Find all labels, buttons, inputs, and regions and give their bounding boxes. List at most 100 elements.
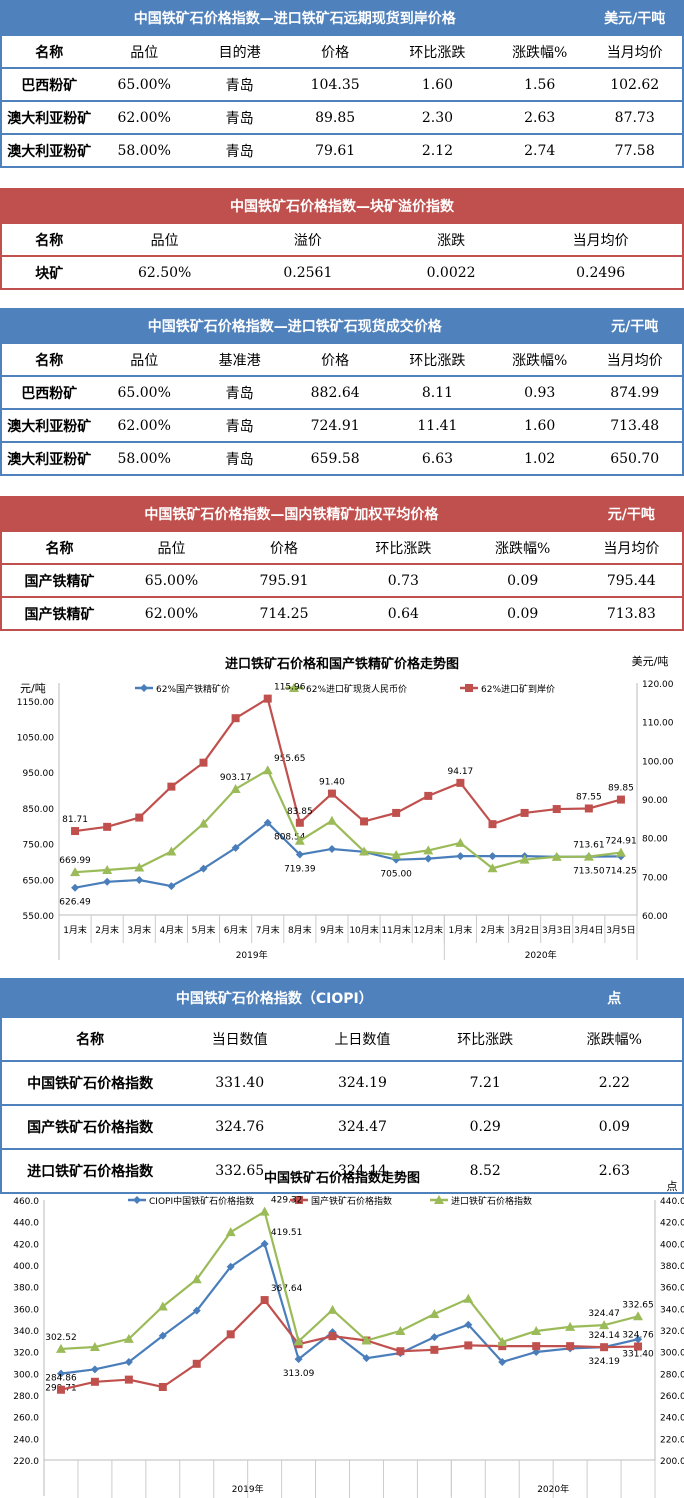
row-name: 中国铁矿石价格指数 (1, 1060, 179, 1105)
data-point (488, 852, 497, 861)
cell-value: 713.83 (580, 596, 683, 630)
series-line (74, 821, 621, 889)
data-point (497, 1336, 508, 1346)
cell-value: 0.73 (341, 563, 465, 597)
cell-value: 青岛 (191, 67, 288, 101)
cell-value: 874.99 (587, 375, 683, 409)
column-header: 当日数值 (178, 1016, 302, 1061)
cell-value: 11.41 (382, 408, 492, 442)
column-header: 价格 (287, 342, 383, 376)
data-point (551, 851, 562, 861)
data-point (90, 1377, 99, 1386)
column-header: 名称 (1, 342, 97, 376)
y2-tick-label: 240.0 (660, 1414, 684, 1424)
x-tick-label: 3月4日 (574, 925, 603, 936)
data-point (225, 1227, 236, 1237)
data-label: 714.25 (605, 866, 637, 876)
cell-value: 58.00% (96, 441, 192, 475)
data-point (259, 1206, 270, 1216)
data-point (191, 1274, 202, 1284)
data-label: 429.32 (271, 1196, 303, 1206)
x-tick-label: 9月末 (320, 924, 344, 936)
data-label: 324.14 (588, 1331, 620, 1341)
data-point (326, 815, 337, 825)
table-row: 澳大利亚粉矿 58.00% 青岛 79.61 2.12 2.74 77.58 (1, 133, 683, 167)
legend-marker (289, 683, 299, 692)
cell-value: 79.61 (287, 133, 383, 167)
y-tick-label: 1050.00 (17, 734, 54, 744)
cell-value: 102.62 (587, 67, 683, 101)
legend-entry: 62%进口矿现货人民币价 (306, 683, 407, 695)
cell-value: 77.58 (587, 133, 683, 167)
column-header: 名称 (1, 1016, 179, 1061)
data-label: 419.51 (271, 1228, 303, 1238)
y-tick-label: 380.0 (13, 1284, 39, 1294)
cell-value: 7.21 (423, 1060, 547, 1105)
cell-value: 724.91 (287, 408, 383, 442)
cell-value: 青岛 (191, 100, 288, 134)
data-label: 302.52 (45, 1333, 77, 1343)
data-point (56, 1369, 65, 1378)
data-point (103, 822, 112, 831)
data-point (519, 854, 530, 864)
y2-tick-label: 340.0 (660, 1305, 684, 1315)
cell-value: 青岛 (191, 375, 288, 409)
data-label: 81.71 (62, 815, 88, 825)
table2-price-table: 中国铁矿石价格指数—块矿溢价指数 名称 品位 溢价 涨跌 当月均价 块矿 62.50% 0.25… (0, 188, 684, 290)
data-point (487, 863, 498, 873)
data-point (135, 813, 144, 822)
y2-tick-label: 200.0 (660, 1457, 684, 1467)
year-group-label: 2019年 (236, 949, 268, 961)
cell-value: 0.0022 (382, 255, 520, 289)
data-point (260, 1239, 269, 1248)
data-label: 903.17 (220, 773, 252, 783)
x-tick-label: 10月末 (349, 924, 378, 936)
table-row: 中国铁矿石价格指数 331.40 324.19 7.21 2.22 (1, 1060, 683, 1105)
data-point (391, 850, 402, 860)
y2-tick-label: 360.0 (660, 1284, 684, 1294)
y2-tick-label: 110.00 (642, 719, 674, 729)
data-point (429, 1308, 440, 1318)
legend-marker (465, 684, 473, 692)
y-tick-label: 280.0 (13, 1392, 39, 1402)
cell-value: 89.85 (287, 100, 383, 134)
y-tick-label: 650.00 (23, 876, 55, 886)
column-header: 名称 (1, 34, 97, 68)
table5-price-table: 中国铁矿石价格指数（CIOPI）点名称 当日数值 上日数值 环比涨跌 涨跌幅% 中国铁矿石… (0, 978, 684, 1194)
cell-value: 104.35 (287, 67, 383, 101)
data-point (616, 795, 625, 804)
cell-value: 2.30 (382, 100, 492, 134)
cell-value: 0.09 (464, 563, 581, 597)
cell-value: 0.93 (491, 375, 588, 409)
row-name: 澳大利亚粉矿 (1, 133, 97, 167)
y-tick-label: 360.0 (13, 1305, 39, 1315)
unit-label: 点 (546, 979, 683, 1017)
series-1: 669.99 903.17 955.65 713.61 724.91 (59, 754, 637, 877)
data-point (71, 827, 80, 836)
column-header: 品位 (96, 342, 192, 376)
data-point (362, 1354, 371, 1363)
data-label: 955.65 (274, 754, 306, 764)
data-point (226, 1262, 235, 1271)
y-tick-label: 240.0 (13, 1435, 39, 1445)
table-row: 国产铁精矿 65.00% 795.91 0.73 0.09 795.44 (1, 563, 683, 597)
data-point (70, 867, 81, 877)
column-header: 环比涨跌 (382, 34, 492, 68)
cell-value: 795.44 (580, 563, 683, 597)
legend-marker (295, 1196, 303, 1204)
data-point (423, 845, 434, 855)
data-label: 89.85 (608, 784, 634, 794)
chart-title: 进口铁矿石价格和国产铁精矿价格走势图 (225, 656, 459, 672)
data-point (295, 850, 304, 859)
cell-value: 650.70 (587, 441, 683, 475)
cell-value: 青岛 (191, 133, 288, 167)
data-label: 284.86 (45, 1374, 77, 1384)
data-point (124, 1357, 133, 1366)
table-row: 巴西粉矿 65.00% 青岛 882.64 8.11 0.93 874.99 (1, 375, 683, 409)
table-row: 块矿 62.50% 0.2561 0.0022 0.2496 (1, 255, 683, 289)
data-point (464, 1320, 473, 1329)
y-tick-label: 260.0 (13, 1414, 39, 1424)
data-label: 626.49 (59, 898, 91, 908)
